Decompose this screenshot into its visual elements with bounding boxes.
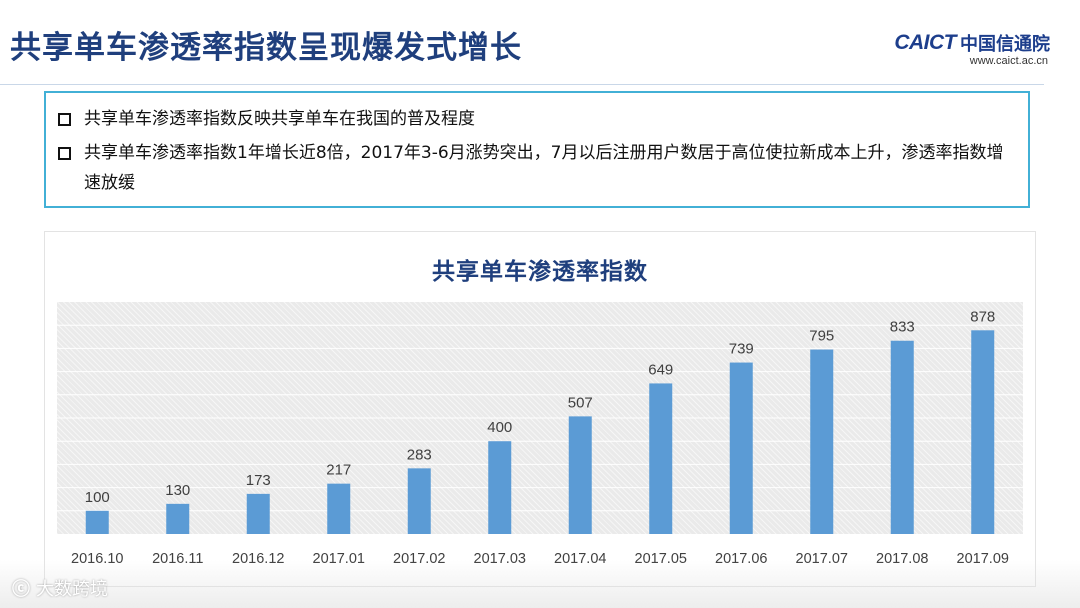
bar-2017.09	[971, 330, 995, 534]
bar-2017.04	[568, 416, 592, 534]
chart-title: 共享单车渗透率指数	[432, 259, 648, 285]
brand-logo: CAICT 中国信通院 www.caict.ac.cn	[850, 30, 1050, 72]
bar-2016.10	[85, 510, 109, 534]
square-bullet-icon	[58, 113, 71, 126]
bar-2017.08	[890, 340, 914, 534]
data-label: 130	[165, 482, 190, 499]
bullet-text: 共享单车渗透率指数反映共享单车在我国的普及程度	[84, 109, 475, 129]
brand-name-en: CAICT	[894, 31, 956, 54]
header-divider	[0, 84, 1044, 85]
bar-2017.03	[488, 441, 512, 534]
data-label: 400	[487, 419, 512, 436]
watermark: ⓒ 大数跨境	[12, 575, 108, 601]
page-title: 共享单车渗透率指数呈现爆发式增长	[10, 30, 522, 66]
bar-2016.12	[246, 493, 270, 534]
chart-panel: 共享单车渗透率指数 100 2016.10 130 2016.11 173 2016.12…	[44, 231, 1036, 587]
bullet-text: 共享单车渗透率指数1年增长近8倍，2017年3-6月涨势突出，7月以后注册用户数…	[84, 143, 1004, 193]
data-label: 649	[648, 361, 673, 378]
square-bullet-icon	[58, 147, 71, 160]
data-label: 507	[568, 394, 593, 411]
watermark-text: 大数跨境	[36, 579, 108, 600]
brand-url: www.caict.ac.cn	[969, 55, 1048, 67]
data-label: 878	[970, 308, 995, 325]
data-label: 100	[85, 489, 110, 506]
bar-2016.11	[166, 503, 190, 534]
bar-2017.06	[729, 362, 753, 534]
bar-2017.07	[810, 349, 834, 534]
footer-bar	[0, 560, 1080, 608]
chat-bubble-logo-icon: ⓒ	[12, 579, 30, 600]
data-label: 795	[809, 328, 834, 345]
bar-2017.02	[407, 468, 431, 534]
bar-2017.01	[327, 483, 351, 534]
data-label: 217	[326, 462, 351, 479]
bar-2017.05	[649, 383, 673, 534]
data-label: 283	[407, 446, 432, 463]
data-label: 833	[890, 319, 915, 336]
bar-chart: 1002016.101302016.111732016.122172017.01…	[57, 308, 1023, 567]
data-label: 739	[729, 341, 754, 358]
data-label: 173	[246, 472, 271, 489]
brand-name-cn: 中国信通院	[960, 34, 1050, 55]
info-box: 共享单车渗透率指数反映共享单车在我国的普及程度 共享单车渗透率指数1年增长近8倍…	[44, 91, 1030, 208]
